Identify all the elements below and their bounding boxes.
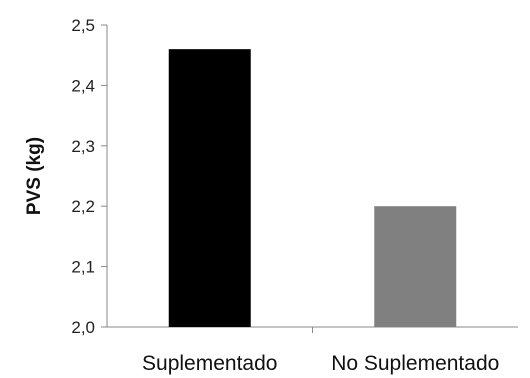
y-tick-label: 2,1 bbox=[71, 258, 95, 277]
y-axis-title: PVS (kg) bbox=[24, 137, 45, 215]
y-tick-label: 2,3 bbox=[71, 137, 95, 156]
bars bbox=[168, 49, 457, 333]
y-tick-label: 2,4 bbox=[71, 76, 95, 95]
axes bbox=[106, 25, 518, 328]
y-tick-label: 2,5 bbox=[71, 16, 95, 35]
y-ticks: 2,0 2,1 2,2 2,3 2,4 2,5 bbox=[71, 16, 107, 337]
bar-2 bbox=[374, 206, 457, 327]
x-category-label: Suplementado bbox=[142, 352, 277, 375]
y-tick-label: 2,0 bbox=[71, 318, 95, 337]
y-tick-label: 2,2 bbox=[71, 197, 95, 216]
bar-1 bbox=[168, 49, 251, 327]
x-category-label: No Suplementado bbox=[331, 352, 499, 375]
category-labels: Suplementado No Suplementado bbox=[142, 352, 499, 375]
